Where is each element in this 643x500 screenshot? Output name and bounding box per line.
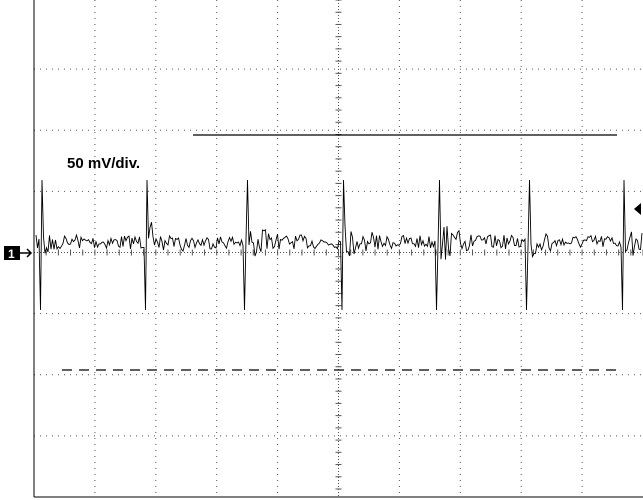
trigger-marker: [634, 203, 641, 215]
graticule: [33, 0, 643, 498]
scale-label: 50 mV/div.: [67, 155, 140, 172]
channel-marker: 1: [8, 247, 15, 261]
waveform: [35, 179, 643, 311]
channel-arrow: [20, 248, 33, 258]
channel-marker-box: [4, 246, 20, 260]
